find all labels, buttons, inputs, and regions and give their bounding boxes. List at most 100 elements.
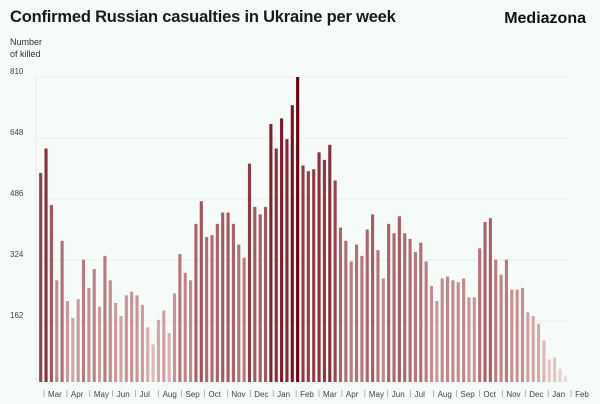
bar[interactable] bbox=[274, 148, 278, 382]
bar[interactable] bbox=[49, 205, 53, 382]
bar[interactable] bbox=[349, 261, 353, 382]
bar[interactable] bbox=[499, 274, 503, 382]
bar[interactable] bbox=[194, 223, 198, 382]
bar[interactable] bbox=[510, 289, 514, 382]
bar[interactable] bbox=[387, 223, 391, 382]
bar[interactable] bbox=[504, 259, 508, 382]
bar[interactable] bbox=[537, 323, 541, 382]
bar[interactable] bbox=[242, 257, 246, 382]
bar[interactable] bbox=[87, 287, 91, 382]
bar[interactable] bbox=[354, 244, 359, 382]
bar[interactable] bbox=[92, 269, 96, 382]
bar[interactable] bbox=[269, 124, 273, 382]
bar[interactable] bbox=[515, 289, 519, 382]
bar[interactable] bbox=[429, 285, 434, 382]
bar[interactable] bbox=[60, 240, 64, 382]
bar[interactable] bbox=[338, 227, 343, 382]
bar[interactable] bbox=[140, 304, 144, 382]
bar[interactable] bbox=[317, 152, 321, 382]
bar[interactable] bbox=[253, 206, 257, 382]
bar[interactable] bbox=[65, 301, 69, 382]
bar[interactable] bbox=[467, 297, 471, 382]
bar[interactable] bbox=[130, 291, 134, 382]
bar[interactable] bbox=[108, 280, 112, 382]
bar[interactable] bbox=[301, 165, 305, 382]
bar[interactable] bbox=[312, 169, 316, 382]
bar[interactable] bbox=[114, 302, 118, 382]
bar[interactable] bbox=[558, 368, 562, 382]
bar[interactable] bbox=[172, 293, 177, 382]
bar[interactable] bbox=[76, 299, 80, 382]
bar[interactable] bbox=[360, 255, 364, 382]
bar[interactable] bbox=[424, 261, 428, 382]
bar[interactable] bbox=[280, 118, 284, 383]
bar[interactable] bbox=[440, 278, 444, 382]
bar[interactable] bbox=[344, 240, 348, 382]
bar[interactable] bbox=[306, 171, 310, 382]
bar[interactable] bbox=[156, 319, 161, 382]
bar[interactable] bbox=[392, 233, 396, 382]
bar[interactable] bbox=[403, 233, 407, 382]
bar[interactable] bbox=[71, 317, 75, 382]
brand-logo[interactable]: Mediazona bbox=[504, 10, 586, 27]
bar[interactable] bbox=[376, 250, 380, 382]
bar[interactable] bbox=[328, 144, 332, 382]
bar[interactable] bbox=[419, 242, 423, 382]
bar[interactable] bbox=[333, 180, 337, 382]
bar[interactable] bbox=[178, 253, 182, 382]
bar[interactable] bbox=[231, 223, 235, 382]
bar[interactable] bbox=[563, 376, 567, 382]
bar[interactable] bbox=[39, 173, 43, 382]
bar[interactable] bbox=[531, 316, 535, 382]
bar[interactable] bbox=[547, 359, 551, 382]
bar[interactable] bbox=[296, 77, 300, 382]
bar[interactable] bbox=[397, 216, 401, 382]
bar[interactable] bbox=[408, 238, 412, 382]
bar[interactable] bbox=[103, 255, 107, 382]
bar[interactable] bbox=[462, 278, 466, 382]
bar[interactable] bbox=[365, 229, 369, 383]
bar[interactable] bbox=[205, 237, 209, 382]
bar[interactable] bbox=[189, 280, 193, 382]
bar[interactable] bbox=[226, 212, 230, 382]
bar[interactable] bbox=[322, 159, 326, 382]
bar[interactable] bbox=[258, 214, 262, 382]
bar[interactable] bbox=[451, 280, 455, 382]
bar[interactable] bbox=[135, 295, 139, 382]
bar[interactable] bbox=[494, 259, 498, 382]
bar[interactable] bbox=[199, 201, 203, 382]
bar[interactable] bbox=[81, 259, 86, 382]
bar[interactable] bbox=[520, 287, 525, 382]
bar[interactable] bbox=[472, 297, 476, 382]
bar[interactable] bbox=[478, 248, 482, 382]
bar[interactable] bbox=[183, 272, 187, 382]
bar[interactable] bbox=[413, 252, 417, 382]
bar[interactable] bbox=[215, 223, 219, 382]
bar[interactable] bbox=[44, 148, 48, 382]
bar[interactable] bbox=[162, 310, 166, 382]
bar[interactable] bbox=[167, 333, 171, 382]
bar[interactable] bbox=[221, 212, 225, 382]
bar[interactable] bbox=[124, 295, 128, 382]
bar[interactable] bbox=[483, 221, 487, 382]
bar[interactable] bbox=[247, 163, 252, 382]
bar[interactable] bbox=[151, 344, 155, 382]
bar[interactable] bbox=[435, 301, 439, 382]
bar[interactable] bbox=[98, 306, 102, 382]
bar[interactable] bbox=[237, 244, 241, 382]
bar[interactable] bbox=[542, 340, 546, 382]
bar[interactable] bbox=[488, 218, 492, 382]
bar[interactable] bbox=[381, 278, 385, 382]
bar[interactable] bbox=[210, 235, 214, 382]
bar[interactable] bbox=[290, 105, 294, 383]
bar[interactable] bbox=[371, 214, 375, 382]
bar[interactable] bbox=[119, 316, 123, 382]
bar[interactable] bbox=[456, 282, 460, 382]
bar[interactable] bbox=[445, 276, 450, 382]
bar[interactable] bbox=[55, 280, 59, 382]
bar[interactable] bbox=[526, 312, 530, 382]
bar[interactable] bbox=[263, 206, 268, 382]
bar[interactable] bbox=[146, 327, 150, 382]
bar[interactable] bbox=[553, 357, 557, 382]
bar[interactable] bbox=[285, 139, 289, 382]
